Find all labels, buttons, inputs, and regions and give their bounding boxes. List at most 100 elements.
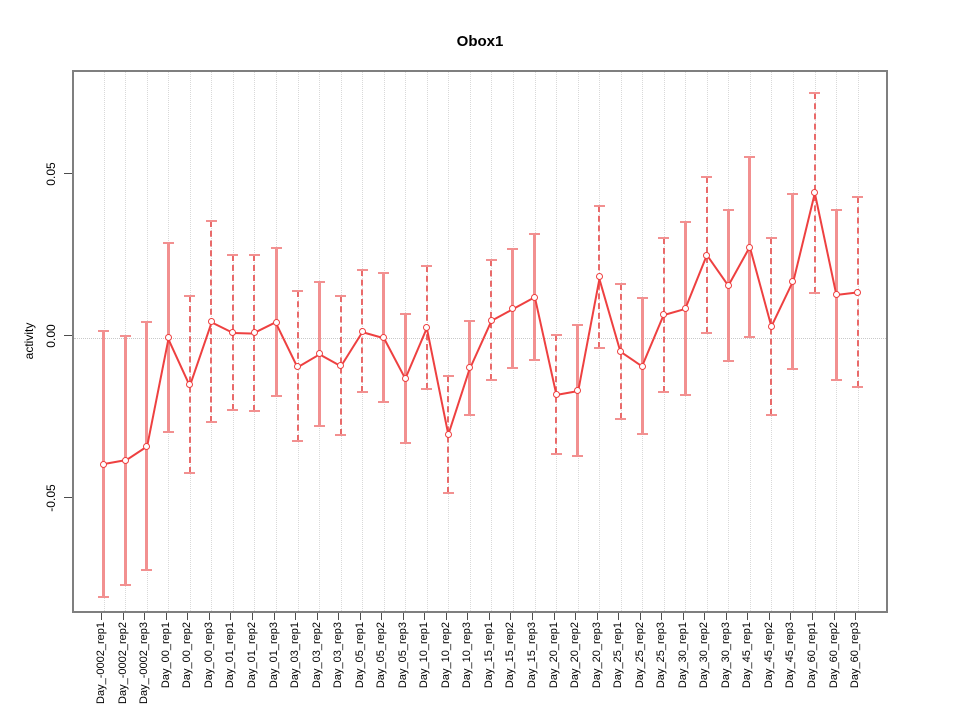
x-axis-tick-label: Day_30_rep1: [676, 622, 689, 689]
error-bar-cap: [787, 193, 799, 196]
data-point: [531, 293, 538, 301]
error-bar-cap: [529, 359, 540, 362]
error-bar-cap: [378, 272, 390, 275]
x-axis-tick: [747, 613, 749, 620]
error-bar-cap: [184, 471, 196, 474]
x-axis-tick: [833, 613, 835, 620]
x-axis-tick: [704, 613, 706, 620]
data-point: [250, 329, 258, 337]
x-axis-tick-label: Day_-0002_rep3: [138, 622, 151, 704]
gridline-vertical: [749, 72, 751, 611]
x-axis-tick-label: Day_60_rep3: [849, 622, 862, 689]
error-bar-cap: [809, 92, 821, 95]
x-axis-tick-label: Day_45_rep3: [784, 622, 797, 689]
connector-line-segment: [727, 246, 751, 287]
x-axis-tick: [445, 613, 447, 620]
data-point: [186, 380, 194, 388]
connector-line-segment: [404, 327, 428, 379]
x-axis-tick-label: Day_30_rep2: [698, 622, 711, 689]
error-bar-cap: [442, 491, 454, 494]
data-point: [121, 456, 129, 464]
error-bar-cap: [248, 410, 260, 413]
x-axis-tick-label: Day_05_rep2: [375, 622, 388, 689]
error-bar-cap: [615, 418, 627, 421]
error-bar-cap: [529, 232, 540, 235]
error-bar-cap: [744, 335, 756, 338]
error-bar-cap: [550, 333, 562, 336]
error-bar-cap: [485, 259, 497, 262]
error-bar-cap: [378, 400, 390, 403]
data-point: [337, 362, 345, 370]
y-axis-tick-label: -0.05: [44, 483, 58, 512]
x-axis-tick-label: Day_45_rep2: [762, 622, 775, 689]
connector-line-segment: [447, 367, 471, 435]
data-point: [100, 460, 108, 468]
data-point: [574, 387, 582, 395]
x-axis-tick-label: Day_00_rep1: [159, 622, 172, 689]
error-bar-cap: [162, 430, 174, 433]
error-bar-cap: [830, 378, 842, 381]
x-axis-tick-label: Day_25_rep1: [612, 622, 625, 689]
y-axis-tick-label: 0.00: [44, 323, 58, 348]
data-point: [767, 322, 775, 330]
error-bar-cap: [227, 253, 239, 256]
connector-line-segment: [383, 337, 406, 379]
connector-line-segment: [275, 321, 299, 367]
error-bar-cap: [593, 204, 605, 207]
data-point: [487, 316, 495, 324]
x-axis-tick-label: Day_25_rep3: [655, 622, 668, 689]
error-bar-cap: [809, 291, 821, 294]
data-point: [703, 251, 711, 259]
error-bar-cap: [335, 295, 347, 298]
x-axis-tick-label: Day_-0002_rep2: [116, 622, 129, 704]
error-bar-cap: [184, 295, 196, 298]
error-bar-cap: [119, 334, 131, 337]
data-point: [660, 311, 668, 319]
error-bar-cap: [313, 424, 325, 427]
error-bar-cap: [572, 323, 584, 326]
x-axis-tick-label: Day_60_rep1: [806, 622, 819, 689]
x-axis-tick: [725, 613, 727, 620]
connector-line-segment: [576, 276, 600, 391]
data-point: [746, 243, 754, 251]
x-axis-tick: [575, 613, 577, 620]
error-bar-cap: [464, 319, 476, 322]
x-axis-tick-label: Day_03_rep3: [332, 622, 345, 689]
x-axis-tick-label: Day_30_rep3: [719, 622, 732, 689]
error-bar-cap: [141, 320, 153, 323]
error-bar-cap: [162, 242, 174, 245]
connector-line-segment: [792, 192, 816, 282]
error-bar-cap: [119, 584, 131, 587]
x-axis-tick-label: Day_03_rep1: [289, 622, 302, 689]
error-bar-cap: [421, 388, 433, 391]
zero-reference-line: [74, 337, 886, 339]
x-axis-tick: [230, 613, 232, 620]
error-bar-cap: [248, 253, 260, 256]
x-axis-tick: [338, 613, 340, 620]
x-axis-tick-label: Day_20_rep2: [569, 622, 582, 689]
x-axis-tick-label: Day_-0002_rep1: [95, 622, 108, 704]
data-point: [466, 364, 474, 372]
x-axis-tick-label: Day_05_rep1: [353, 622, 366, 689]
x-axis-tick-label: Day_10_rep3: [461, 622, 474, 689]
x-axis-tick: [467, 613, 469, 620]
connector-line-segment: [770, 281, 794, 327]
x-axis-tick-label: Day_00_rep2: [181, 622, 194, 689]
connector-line-segment: [339, 330, 363, 367]
x-axis-tick-label: Day_60_rep2: [827, 622, 840, 689]
error-bar-cap: [722, 360, 734, 363]
error-bar-cap: [615, 282, 627, 285]
x-axis-tick: [187, 613, 189, 620]
error-bar-cap: [550, 453, 562, 456]
x-axis-tick-label: Day_20_rep3: [590, 622, 603, 689]
error-bar-cap: [205, 421, 217, 424]
x-axis-tick-label: Day_15_rep1: [482, 622, 495, 689]
data-point: [638, 362, 646, 370]
x-axis-tick: [790, 613, 792, 620]
x-axis-tick-label: Day_05_rep3: [396, 622, 409, 689]
x-axis-tick: [812, 613, 814, 620]
error-bar-cap: [658, 237, 670, 240]
x-axis-tick: [596, 613, 598, 620]
error-bar-cap: [722, 209, 734, 212]
connector-line-segment: [684, 254, 708, 309]
